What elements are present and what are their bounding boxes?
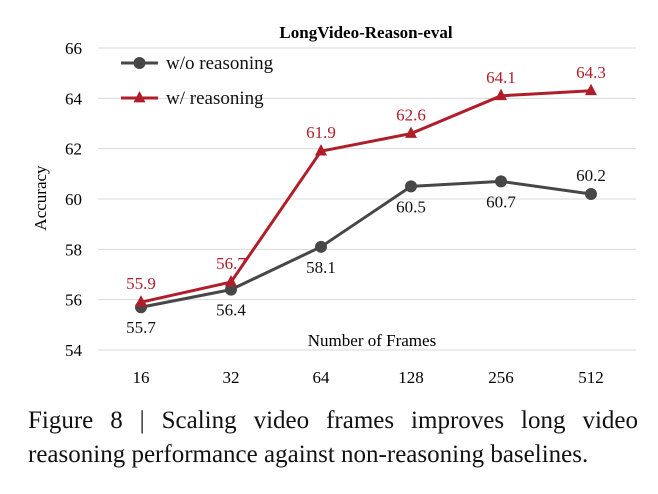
y-tick-60: 60 — [65, 190, 82, 209]
data-label-wo-reasoning-128: 60.5 — [396, 197, 426, 216]
y-tick-54: 54 — [65, 341, 83, 360]
data-label-w-reasoning-64: 61.9 — [306, 123, 336, 142]
y-tick-56: 56 — [65, 291, 82, 310]
data-label-wo-reasoning-64: 58.1 — [306, 258, 336, 277]
marker-w-reasoning-16 — [135, 295, 147, 307]
x-tick-16: 16 — [133, 368, 150, 387]
x-tick-64: 64 — [313, 368, 331, 387]
marker-w-reasoning-128 — [405, 126, 417, 138]
x-axis-label: Number of Frames — [308, 331, 436, 350]
y-tick-62: 62 — [65, 140, 82, 159]
marker-w-reasoning-32 — [225, 275, 237, 287]
series-markers — [135, 83, 597, 314]
x-tick-512: 512 — [578, 368, 604, 387]
data-label-w-reasoning-16: 55.9 — [126, 274, 156, 293]
marker-w-reasoning-256 — [495, 88, 507, 101]
data-label-wo-reasoning-32: 56.4 — [216, 301, 246, 320]
data-label-w-reasoning-512: 64.3 — [576, 63, 606, 82]
legend-marker-wo-reasoning — [133, 57, 146, 69]
x-tick-128: 128 — [398, 368, 424, 387]
data-label-wo-reasoning-16: 55.7 — [126, 318, 156, 337]
marker-wo-reasoning-256 — [495, 175, 507, 188]
legend: w/o reasoning w/ reasoning — [121, 53, 274, 109]
x-tick-labels: 16 32 64 128 256 512 — [133, 368, 604, 387]
marker-wo-reasoning-512 — [585, 187, 597, 200]
series-line-w-reasoning — [140, 89, 592, 304]
legend-label-wo-reasoning: w/o reasoning — [166, 53, 274, 74]
marker-wo-reasoning-64 — [315, 240, 327, 253]
y-axis-label: Accuracy — [31, 165, 50, 231]
x-tick-256: 256 — [488, 368, 514, 387]
marker-wo-reasoning-128 — [405, 180, 417, 193]
series-line-wo-reasoning — [140, 179, 592, 309]
data-labels: 55.7 56.4 58.1 60.5 60.7 60.2 55.9 56.7 61.9 62.6… — [126, 63, 606, 337]
gridlines — [98, 47, 636, 351]
marker-w-reasoning-64 — [315, 144, 327, 156]
legend-label-w-reasoning: w/ reasoning — [166, 88, 264, 109]
x-tick-32: 32 — [223, 368, 240, 387]
legend-marker-w-reasoning — [133, 90, 146, 103]
marker-wo-reasoning-32 — [225, 283, 237, 296]
y-tick-58: 58 — [65, 240, 82, 259]
chart-title: LongVideo-Reason-eval — [279, 23, 452, 42]
data-label-w-reasoning-32: 56.7 — [216, 254, 246, 273]
data-label-w-reasoning-128: 62.6 — [396, 106, 426, 125]
marker-w-reasoning-512 — [585, 83, 597, 96]
data-label-wo-reasoning-512: 60.2 — [576, 166, 606, 185]
data-label-wo-reasoning-256: 60.7 — [486, 192, 516, 211]
data-label-w-reasoning-256: 64.1 — [486, 68, 516, 87]
figure-caption: Figure 8 | Scaling video frames improves… — [28, 407, 638, 468]
y-tick-66: 66 — [65, 39, 82, 58]
y-tick-64: 64 — [65, 89, 83, 108]
series-lines — [140, 89, 592, 309]
y-tick-labels: 54 56 58 60 62 64 66 — [65, 39, 83, 360]
